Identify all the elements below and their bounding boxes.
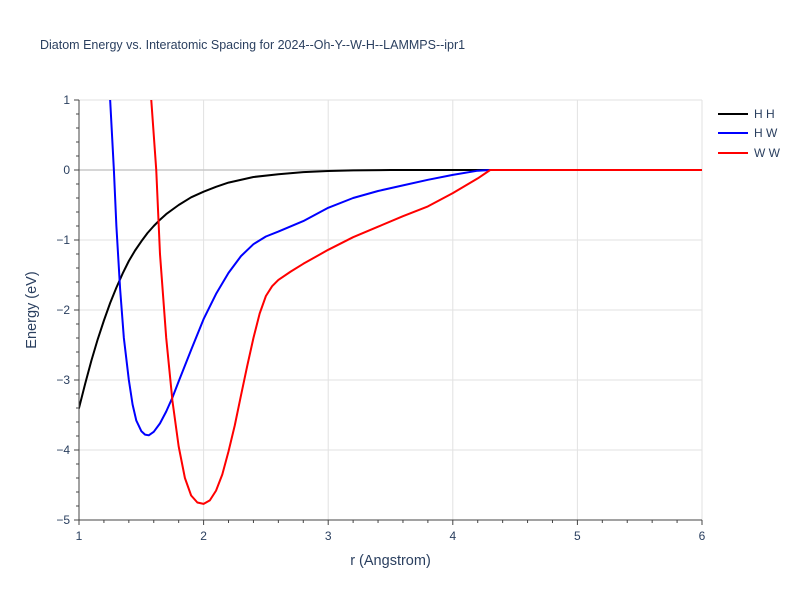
series-layer xyxy=(79,100,702,505)
x-tick-label: 3 xyxy=(325,529,332,543)
series-line-w-w[interactable] xyxy=(150,100,702,505)
x-tick-label: 1 xyxy=(76,529,83,543)
y-axis-label: Energy (eV) xyxy=(24,271,40,349)
y-tick-label: −5 xyxy=(56,513,70,527)
tick-layer: 1 2 3 4 5 6 1 0 −1 −2 −3 −4 −5 xyxy=(56,93,705,543)
y-tick-label: −3 xyxy=(56,373,70,387)
legend-item-h-w[interactable]: H W xyxy=(718,124,780,144)
y-tick-label: −4 xyxy=(56,443,70,457)
series-line-h-w[interactable] xyxy=(109,100,702,437)
grid-layer xyxy=(78,99,703,521)
y-tick-label: 0 xyxy=(63,163,70,177)
y-tick-label: −1 xyxy=(56,233,70,247)
x-tick-label: 5 xyxy=(574,529,581,543)
legend-label-h-w: H W xyxy=(754,126,778,141)
legend-swatch-w-w xyxy=(718,151,748,154)
legend-swatch-h-w xyxy=(718,132,748,135)
chart-title: Diatom Energy vs. Interatomic Spacing fo… xyxy=(40,38,466,52)
legend[interactable]: H H H W W W xyxy=(718,104,780,163)
legend-label-h-h: H H xyxy=(754,106,775,121)
y-tick-label: −2 xyxy=(56,303,70,317)
legend-item-w-w[interactable]: W W xyxy=(718,143,780,163)
legend-swatch-h-h xyxy=(718,112,748,115)
x-tick-label: 4 xyxy=(449,529,456,543)
x-tick-label: 2 xyxy=(200,529,207,543)
legend-item-h-h[interactable]: H H xyxy=(718,104,780,124)
y-tick-label: 1 xyxy=(63,93,70,107)
legend-label-w-w: W W xyxy=(754,145,780,160)
x-tick-label: 6 xyxy=(699,529,706,543)
x-axis-label: r (Angstrom) xyxy=(350,553,431,569)
series-line-h-h[interactable] xyxy=(79,169,702,409)
